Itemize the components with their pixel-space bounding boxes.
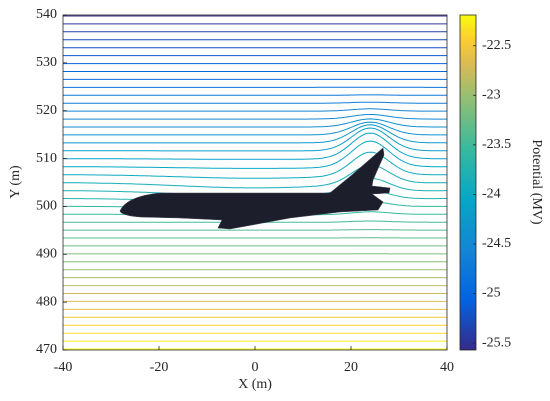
x-axis-label: X (m) [238, 377, 272, 392]
x-tick-label: -20 [150, 360, 169, 375]
colorbar-tick-label: -25 [482, 286, 501, 301]
plot-frame [62, 14, 448, 351]
contour-line [63, 127, 447, 152]
contour-line [63, 132, 447, 160]
y-tick-label: 480 [36, 294, 57, 309]
colorbar-tick-label: -24 [482, 187, 501, 202]
y-tick-label: 530 [36, 55, 57, 70]
colorbar-tick-label: -23.5 [482, 137, 511, 152]
contour-line [63, 114, 447, 120]
colorbar [459, 14, 477, 351]
y-tick-label: 470 [36, 342, 57, 357]
x-tick-label: 20 [344, 360, 358, 375]
y-tick-label: 540 [36, 7, 57, 22]
contour-line [63, 151, 447, 179]
colorbar-label: Potential (MV) [529, 139, 544, 224]
aircraft [119, 147, 391, 230]
y-axis-label: Y (m) [8, 165, 23, 199]
contour-group [63, 15, 447, 350]
contour-line [63, 229, 447, 231]
colorbar-tick-label: -25.5 [482, 335, 511, 350]
contour-line [63, 118, 447, 128]
colorbar-tick-label: -23 [482, 87, 501, 102]
y-tick-label: 490 [36, 247, 57, 262]
contour-line [63, 124, 447, 144]
y-tick-label: 500 [36, 199, 57, 214]
contour-line [63, 101, 447, 104]
contour-line [63, 121, 447, 136]
y-tick-label: 510 [36, 151, 57, 166]
x-tick-label: -40 [54, 360, 73, 375]
x-tick-label: 40 [440, 360, 454, 375]
contour-line [63, 140, 447, 169]
contour-line [63, 108, 447, 112]
colorbar-tick-label: -24.5 [482, 236, 511, 251]
y-tick-label: 520 [36, 103, 57, 118]
contour-line [63, 164, 447, 189]
x-tick-label: 0 [252, 360, 259, 375]
colorbar-tick-label: -22.5 [482, 38, 511, 53]
